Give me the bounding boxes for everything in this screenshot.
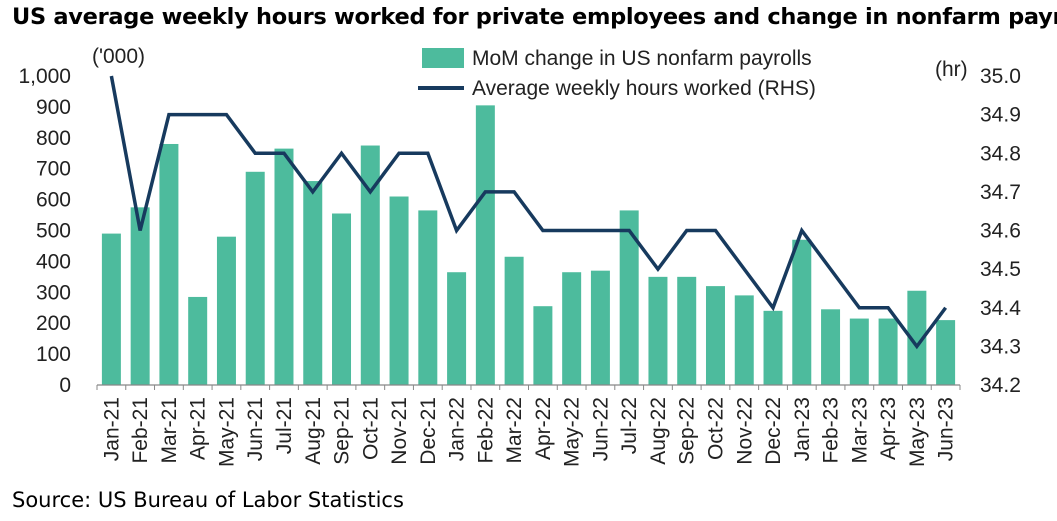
right-axis-unit: (hr)	[935, 58, 968, 81]
right-tick-label: 34.5	[980, 258, 1021, 281]
bar-nov-22	[734, 295, 754, 385]
line-layer	[109, 75, 948, 350]
left-tick-label: 100	[36, 343, 71, 366]
x-tick-label: Jun-23	[935, 397, 958, 461]
x-tick-label: Nov-22	[733, 397, 756, 465]
x-tick-label: Aug-22	[647, 397, 670, 465]
bar-apr-21	[188, 296, 208, 385]
bar-feb-23	[821, 309, 841, 385]
x-tick-label: Oct-21	[359, 397, 382, 460]
x-axis-ticks: Jan-21 Feb-21 Mar-21 Apr-21 May-21 Jun-21 Jul-…	[96, 385, 961, 467]
left-tick-label: 800	[36, 127, 71, 150]
legend-bar-swatch	[422, 48, 464, 68]
bar-dec-22	[763, 310, 783, 385]
hours-line	[109, 75, 948, 350]
x-tick-label: Mar-23	[848, 397, 871, 464]
x-tick-label: May-22	[561, 397, 584, 467]
right-tick-label: 34.9	[980, 104, 1021, 127]
x-tick-label: Jul-22	[618, 397, 641, 454]
x-tick-label: Jun-22	[589, 397, 612, 461]
bar-jun-21	[245, 171, 265, 385]
bar-apr-23	[878, 318, 898, 385]
bar-jun-22	[590, 270, 610, 385]
bar-oct-22	[705, 286, 725, 385]
bar-feb-21	[130, 207, 150, 385]
bar-mar-21	[159, 143, 179, 385]
bar-sep-21	[332, 213, 352, 385]
right-tick-label: 34.6	[980, 220, 1021, 243]
x-tick-label: Oct-22	[704, 397, 727, 460]
x-tick-label: Mar-22	[503, 397, 526, 464]
bar-may-21	[216, 236, 236, 385]
left-tick-label: 700	[36, 158, 71, 181]
x-tick-label: May-23	[906, 397, 929, 467]
right-tick-label: 34.3	[980, 335, 1021, 358]
left-axis-unit: ('000)	[92, 45, 145, 68]
legend-line-label: Average weekly hours worked (RHS)	[472, 77, 816, 100]
bar-mar-22	[504, 256, 524, 385]
left-tick-label: 900	[36, 96, 71, 119]
bars-layer	[101, 105, 956, 386]
x-tick-label: Jan-21	[100, 397, 123, 461]
bar-jan-21	[101, 233, 121, 385]
x-tick-label: Feb-21	[129, 397, 152, 464]
x-tick-label: Jan-23	[791, 397, 814, 461]
right-tick-label: 35.0	[980, 65, 1021, 88]
x-tick-label: Jul-21	[273, 397, 296, 454]
x-tick-label: Mar-21	[158, 397, 181, 464]
x-tick-label: Jun-21	[244, 397, 267, 461]
right-tick-label: 34.8	[980, 142, 1021, 165]
bar-aug-21	[303, 181, 323, 385]
left-tick-label: 200	[36, 312, 71, 335]
bar-jan-23	[792, 239, 812, 385]
chart-title: US average weekly hours worked for priva…	[12, 4, 1057, 30]
bar-oct-21	[360, 145, 380, 385]
left-tick-label: 600	[36, 189, 71, 212]
x-tick-label: Dec-22	[762, 397, 785, 465]
left-tick-label: 500	[36, 220, 71, 243]
bar-aug-22	[648, 276, 668, 385]
bar-apr-22	[533, 306, 553, 385]
bar-jul-21	[274, 148, 294, 385]
x-tick-label: Feb-23	[820, 397, 843, 464]
right-tick-label: 34.4	[980, 297, 1021, 320]
bar-dec-21	[418, 210, 438, 385]
left-tick-label: 400	[36, 250, 71, 273]
x-tick-label: May-21	[215, 397, 238, 467]
left-tick-label: 300	[36, 281, 71, 304]
legend-bar-label: MoM change in US nonfarm payrolls	[472, 47, 812, 70]
x-tick-label: Dec-21	[417, 397, 440, 465]
bar-may-23	[907, 290, 927, 385]
bar-mar-23	[849, 318, 869, 385]
bar-feb-22	[475, 105, 495, 386]
x-tick-label: Apr-23	[877, 397, 900, 460]
x-tick-label: Jan-22	[446, 397, 469, 461]
x-tick-label: Sep-22	[676, 397, 699, 465]
bar-nov-21	[389, 196, 409, 385]
bar-jan-22	[447, 272, 467, 385]
x-tick-label: Apr-22	[532, 397, 555, 460]
x-tick-label: Nov-21	[388, 397, 411, 465]
left-tick-label: 1,000	[18, 65, 71, 88]
x-tick-label: Aug-21	[302, 397, 325, 465]
x-tick-label: Apr-21	[187, 397, 210, 460]
right-axis-ticks: 34.2 34.3 34.4 34.5 34.6 34.7 34.8 34.9 35.0	[980, 65, 1021, 397]
x-tick-label: Sep-21	[331, 397, 354, 465]
bar-sep-22	[677, 276, 697, 385]
left-tick-label: 0	[59, 374, 71, 397]
right-tick-label: 34.2	[980, 374, 1021, 397]
bar-jun-23	[936, 320, 956, 385]
source-note: Source: US Bureau of Labor Statistics	[12, 488, 404, 512]
right-tick-label: 34.7	[980, 181, 1021, 204]
bar-may-22	[562, 272, 582, 385]
legend: MoM change in US nonfarm payrolls Averag…	[418, 47, 816, 100]
x-tick-label: Feb-22	[474, 397, 497, 464]
bar-jul-22	[619, 210, 639, 385]
left-axis-ticks: 0 100 200 300 400 500 600 700 800 900 1,000	[18, 65, 71, 397]
